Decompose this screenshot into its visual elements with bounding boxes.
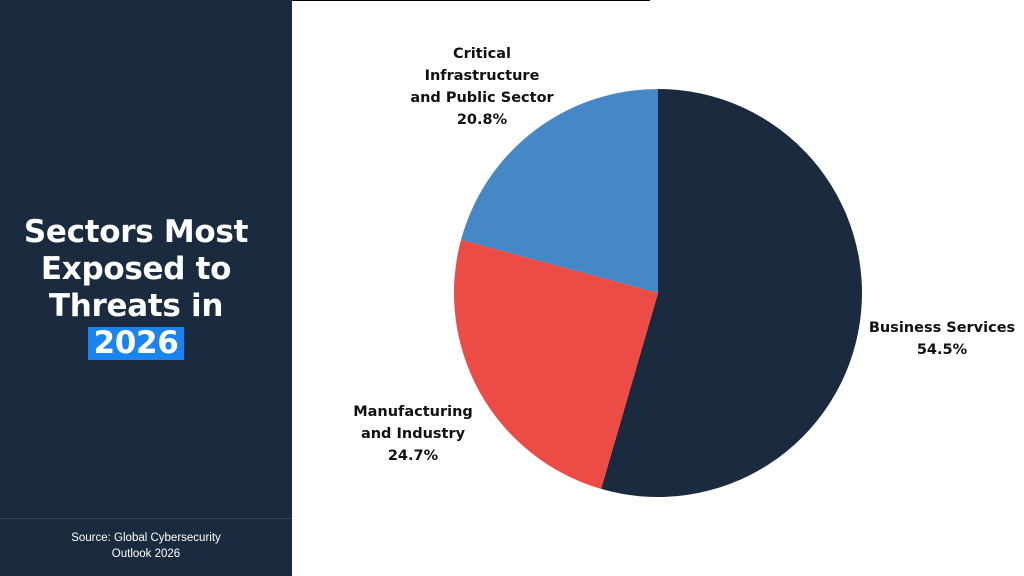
slice-label-line: Infrastructure [425, 68, 540, 84]
source-line-1: Source: Global Cybersecurity [71, 532, 221, 544]
top-rule [292, 0, 650, 1]
source-note: Source: Global Cybersecurity Outlook 202… [40, 530, 252, 562]
slice-label-critical: Critical Infrastructure and Public Sector 2… [410, 46, 554, 128]
slice-value-business: 54.5% [917, 342, 968, 358]
slice-label-business: Business Services 54.5% [869, 320, 1015, 358]
slice-label-manufacturing: Manufacturing and Industry 24.7% [353, 404, 473, 464]
pie-slices [454, 89, 862, 497]
slice-value-critical: 20.8% [457, 112, 508, 128]
source-line-2: Outlook 2026 [111, 548, 181, 560]
title-line-1: Sectors Most [23, 214, 249, 250]
slice-value-manufacturing: 24.7% [388, 448, 439, 464]
slice-label-line: Business Services [869, 320, 1015, 336]
slice-label-line: and Public Sector [410, 90, 554, 106]
title-line-2: Exposed to [40, 251, 232, 287]
page-title: Sectors Most Exposed to Threats in 2026 [0, 214, 272, 362]
side-panel: Sectors Most Exposed to Threats in 2026 … [0, 0, 292, 576]
pie-slice-manufacturing [454, 239, 658, 489]
title-line-3: Threats in [48, 288, 224, 324]
title-year-highlight: 2026 [88, 327, 184, 360]
footer-divider [0, 518, 292, 519]
slice-label-line: Manufacturing [353, 404, 473, 420]
slice-label-line: and Industry [361, 426, 466, 442]
pie-labels: Business Services 54.5% Manufacturing and I… [353, 46, 1015, 464]
slice-label-line: Critical [453, 46, 511, 62]
pie-chart: Business Services 54.5% Manufacturing and I… [353, 46, 1015, 497]
pie-slice-critical [461, 89, 658, 293]
pie-slice-business [601, 89, 862, 497]
